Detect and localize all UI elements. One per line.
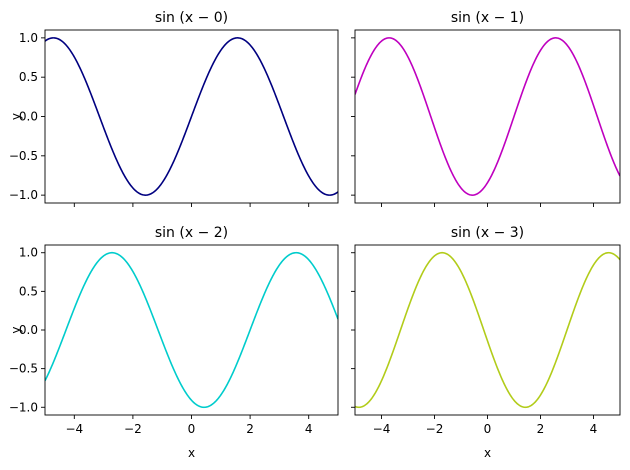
y-tick-label: 0.0: [19, 323, 38, 337]
subplot-1: −1.0 −0.5 0.0 0.5 1.0 sin (x − 0) y: [9, 10, 339, 207]
x-tick-label: 4: [590, 422, 598, 436]
series-line-1: [45, 37, 338, 196]
x-tick-label: 0: [188, 422, 196, 436]
y-tick-label: 1.0: [19, 31, 38, 45]
subplot-title: sin (x − 0): [155, 10, 228, 26]
x-tick-label: 0: [484, 422, 492, 436]
x-axis-label: x: [188, 446, 195, 460]
x-tick-label: −2: [426, 422, 444, 436]
x-axis-label: x: [484, 446, 491, 460]
axes-frame: [354, 29, 621, 204]
x-tick-label: −4: [65, 422, 83, 436]
subplot-3: −4 −2 0 2 4 −1.0 −0.5 0.0 0.5 1.0 sin (x − 2) x y: [9, 225, 339, 460]
y-tick-label: −0.5: [9, 362, 38, 376]
y-tick-label: 1.0: [19, 246, 38, 260]
subplot-4: −4 −2 0 2 4 sin (x − 3) x: [351, 225, 621, 460]
axes-frame: [354, 244, 621, 416]
y-axis-label: y: [9, 113, 23, 120]
y-tick-label: −0.5: [9, 149, 38, 163]
series-line-4: [355, 251, 620, 409]
y-tick-label: 0.5: [19, 70, 38, 84]
series-line-2: [355, 37, 620, 196]
subplot-2: sin (x − 1): [351, 10, 621, 207]
axes-frame: [44, 244, 339, 416]
y-tick-label: −1.0: [9, 188, 38, 202]
x-tick-label: 2: [246, 422, 254, 436]
y-tick-label: 0.5: [19, 284, 38, 298]
y-axis-label: y: [9, 326, 23, 333]
y-tick-label: −1.0: [9, 400, 38, 414]
subplot-title: sin (x − 2): [155, 225, 228, 241]
x-tick-label: −2: [124, 422, 142, 436]
y-tick-label: 0.0: [19, 110, 38, 124]
subplot-title: sin (x − 3): [451, 225, 524, 241]
series-line-3: [45, 251, 338, 409]
x-tick-label: 2: [537, 422, 545, 436]
x-tick-label: −4: [373, 422, 391, 436]
x-tick-label: 4: [305, 422, 313, 436]
subplot-title: sin (x − 1): [451, 10, 524, 26]
